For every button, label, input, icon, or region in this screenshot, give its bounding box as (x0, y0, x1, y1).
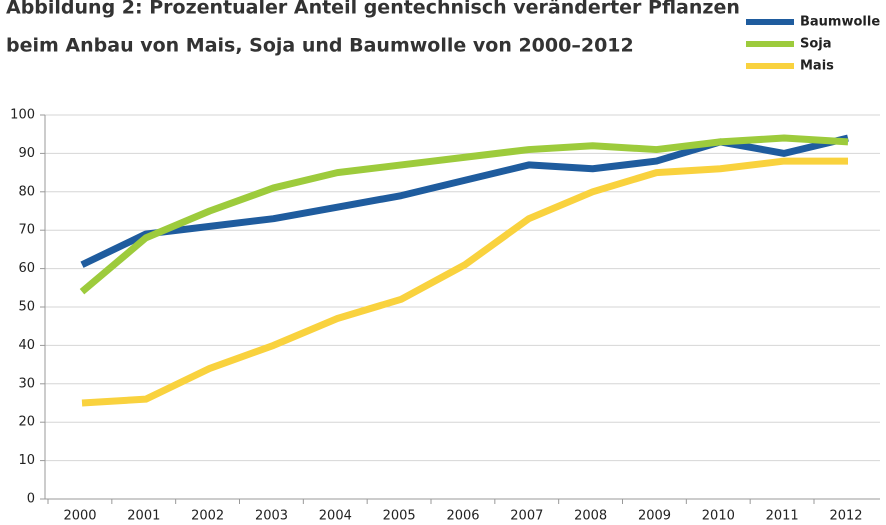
y-tick-label: 50 (18, 300, 35, 315)
legend-swatch (746, 63, 794, 69)
x-tick-label: 2007 (510, 509, 543, 524)
x-tick-label: 2001 (127, 509, 160, 524)
line-series (79, 134, 849, 295)
y-tick-label: 90 (18, 146, 35, 161)
x-tick-label: 2008 (574, 509, 607, 524)
legend-label: Mais (800, 59, 834, 74)
y-tick-label: 40 (18, 338, 35, 353)
line-series (81, 157, 848, 407)
legend-label: Soja (800, 37, 832, 52)
legend-label: Baumwolle (800, 15, 880, 30)
x-tick-label: 2012 (829, 509, 862, 524)
y-tick-label: 80 (18, 184, 35, 199)
x-tick-label: 2000 (63, 509, 96, 524)
y-tick-label: 0 (27, 492, 35, 507)
x-tick-label: 2002 (191, 509, 224, 524)
y-tick-label: 100 (10, 108, 35, 123)
x-tick-label: 2005 (383, 509, 416, 524)
x-tick-label: 2004 (319, 509, 352, 524)
y-tick-label: 20 (18, 415, 35, 430)
y-tick-label: 60 (18, 261, 35, 276)
y-tick-label: 30 (18, 376, 35, 391)
chart-subtitle: beim Anbau von Mais, Soja und Baumwolle … (6, 35, 634, 57)
x-tick-label: 2011 (766, 509, 799, 524)
x-tick-label: 2009 (638, 509, 671, 524)
legend-swatch (746, 41, 794, 47)
x-tick-label: 2003 (255, 509, 288, 524)
x-tick-label: 2006 (446, 509, 479, 524)
legend-swatch (746, 19, 794, 25)
y-tick-label: 10 (18, 453, 35, 468)
y-tick-label: 70 (18, 223, 35, 238)
chart-title: Abbildung 2: Prozentualer Anteil gentech… (6, 0, 740, 19)
x-tick-label: 2010 (702, 509, 735, 524)
